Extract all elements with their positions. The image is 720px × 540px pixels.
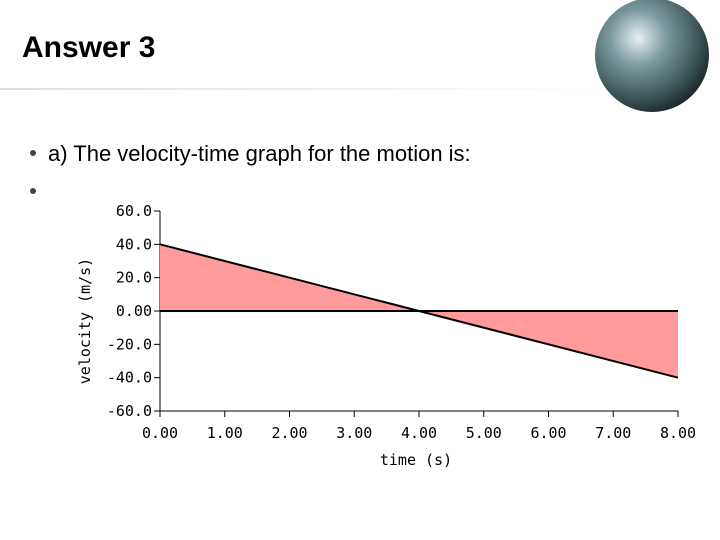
title-rule	[0, 88, 600, 90]
y-axis-label: velocity (m/s)	[76, 258, 94, 384]
y-tick-label: 60.0	[116, 202, 152, 220]
plot: 60.0 40.0 20.0 0.00 -20.0 -40.0 -60.0 0.00 1.00 2…	[107, 202, 696, 442]
bullet-dot	[30, 188, 36, 194]
x-tick-label: 2.00	[271, 424, 307, 442]
y-tick-label: 40.0	[116, 235, 152, 253]
x-tick-label: 8.00	[660, 424, 696, 442]
x-tick-label: 5.00	[466, 424, 502, 442]
x-tick-label: 7.00	[595, 424, 631, 442]
y-tick-label: 0.00	[116, 302, 152, 320]
slide-title: Answer 3	[22, 31, 155, 64]
x-tick-label: 3.00	[336, 424, 372, 442]
globe-icon	[595, 0, 709, 112]
bullet-dot	[30, 150, 36, 156]
y-tick-label: -60.0	[107, 402, 152, 420]
x-tick-label: 1.00	[207, 424, 243, 442]
bullet-text: a) The velocity-time graph for the motio…	[48, 141, 471, 166]
x-tick-label: 0.00	[142, 424, 178, 442]
x-tick-label: 4.00	[401, 424, 437, 442]
y-tick-label: -40.0	[107, 369, 152, 387]
x-tick-label: 6.00	[530, 424, 566, 442]
y-tick-label: 20.0	[116, 269, 152, 287]
x-axis-label: time (s)	[380, 451, 452, 469]
y-tick-label: -20.0	[107, 335, 152, 353]
